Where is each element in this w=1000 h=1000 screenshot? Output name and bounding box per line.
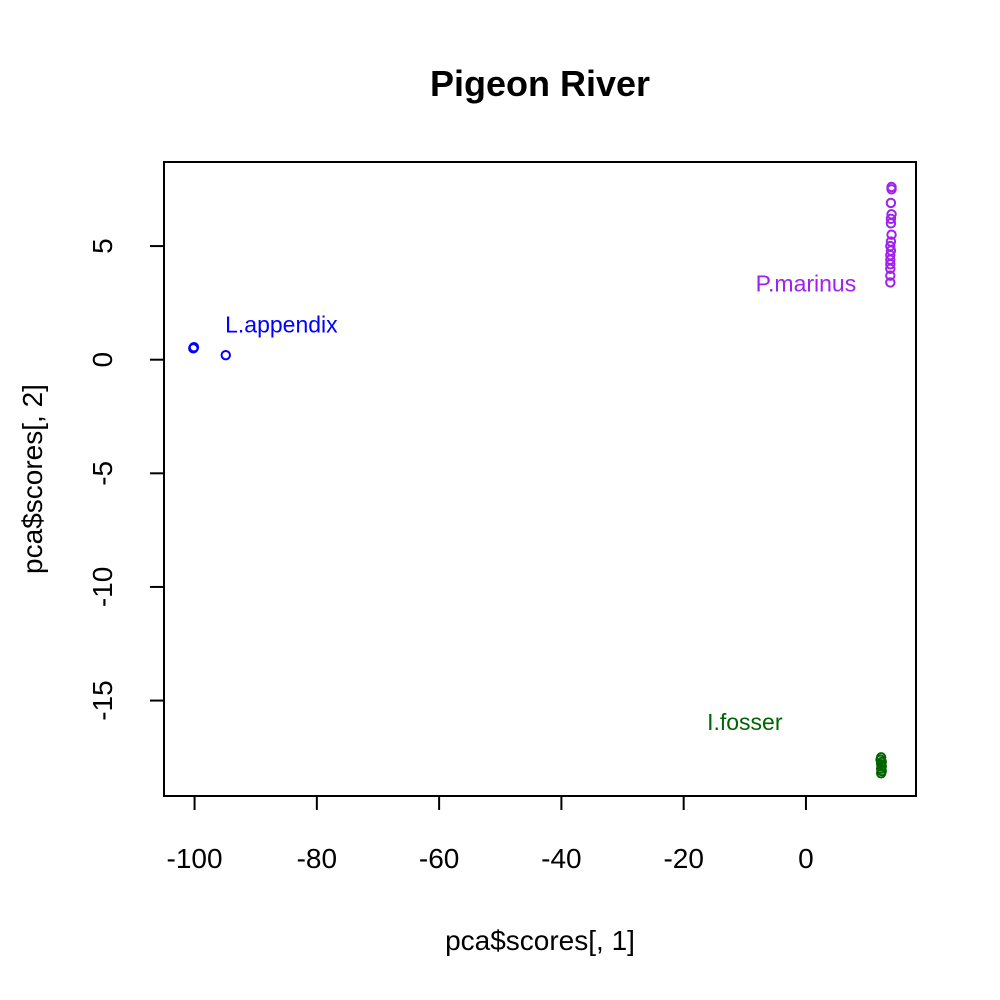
data-point bbox=[885, 277, 896, 288]
data-point bbox=[875, 768, 887, 779]
data-point bbox=[885, 213, 897, 225]
x-axis-label: pca$scores[, 1] bbox=[445, 925, 635, 956]
x-tick-label: -40 bbox=[541, 843, 581, 874]
x-tick-label: -20 bbox=[663, 843, 703, 874]
series-label: I.fosser bbox=[707, 709, 783, 735]
data-point bbox=[886, 184, 897, 195]
data-point bbox=[188, 342, 200, 353]
data-point bbox=[885, 263, 896, 275]
y-axis-label: pca$scores[, 2] bbox=[17, 384, 48, 574]
data-point bbox=[885, 197, 897, 209]
data-point bbox=[885, 270, 896, 281]
data-point bbox=[220, 349, 231, 361]
data-point bbox=[886, 229, 897, 240]
data-points bbox=[188, 181, 897, 779]
data-point bbox=[876, 756, 887, 768]
data-point bbox=[885, 218, 897, 229]
y-tick-label: -10 bbox=[87, 567, 118, 607]
y-tick-label: 0 bbox=[87, 352, 118, 368]
x-tick-label: -80 bbox=[297, 843, 337, 874]
series-annotations: L.appendix P.marinus I.fosser bbox=[225, 271, 856, 736]
series-label: P.marinus bbox=[756, 271, 857, 297]
data-point bbox=[885, 259, 896, 270]
y-tick-label: -15 bbox=[87, 680, 118, 720]
x-tick-label: -100 bbox=[167, 843, 223, 874]
y-axis: -15 -10 -5 0 5 bbox=[87, 238, 165, 721]
x-tick-label: -60 bbox=[419, 843, 459, 874]
y-tick-label: -5 bbox=[87, 461, 118, 486]
chart-title: Pigeon River bbox=[430, 63, 650, 104]
series-label: L.appendix bbox=[225, 311, 338, 337]
y-tick-label: 5 bbox=[87, 238, 118, 254]
plot-frame bbox=[163, 161, 917, 797]
x-tick-label: 0 bbox=[798, 843, 814, 874]
x-axis: -100 -80 -60 -40 -20 0 bbox=[167, 795, 814, 874]
